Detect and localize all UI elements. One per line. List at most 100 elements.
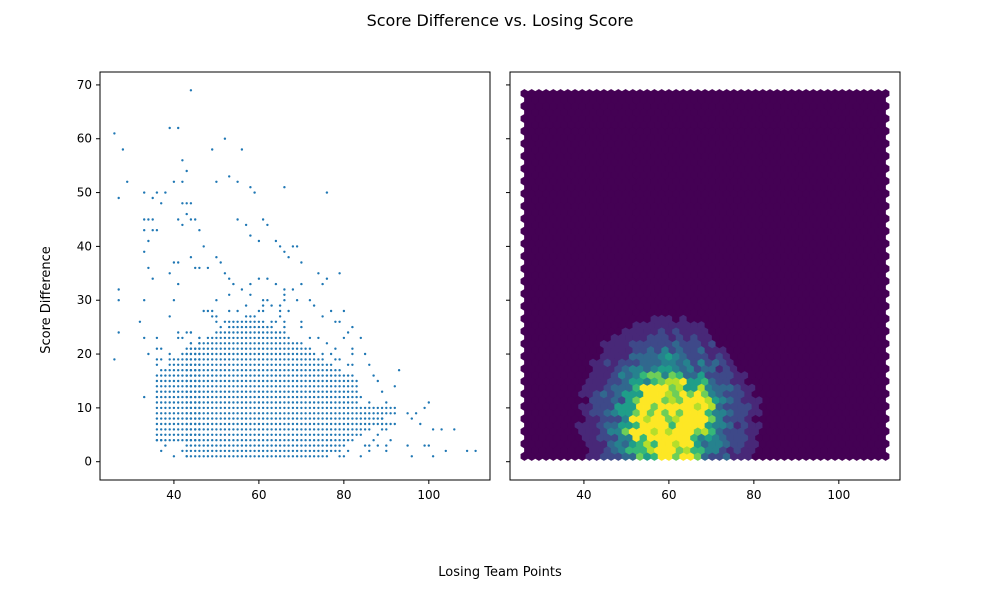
scatter-point bbox=[198, 364, 200, 366]
scatter-point bbox=[236, 428, 238, 430]
scatter-point bbox=[275, 423, 277, 425]
scatter-point bbox=[394, 412, 396, 414]
scatter-point bbox=[236, 321, 238, 323]
scatter-point bbox=[215, 401, 217, 403]
scatter-point bbox=[164, 444, 166, 446]
scatter-point bbox=[203, 444, 205, 446]
scatter-point bbox=[338, 417, 340, 419]
scatter-point bbox=[292, 444, 294, 446]
scatter-point bbox=[211, 439, 213, 441]
scatter-point bbox=[249, 434, 251, 436]
figure-title: Score Difference vs. Losing Score bbox=[367, 11, 634, 30]
scatter-point bbox=[160, 407, 162, 409]
scatter-point bbox=[292, 428, 294, 430]
scatter-point bbox=[224, 417, 226, 419]
scatter-point bbox=[351, 326, 353, 328]
scatter-point bbox=[228, 310, 230, 312]
scatter-point bbox=[241, 331, 243, 333]
scatter-point bbox=[215, 380, 217, 382]
scatter-point bbox=[368, 364, 370, 366]
scatter-point bbox=[313, 444, 315, 446]
scatter-point bbox=[228, 353, 230, 355]
scatter-point bbox=[228, 342, 230, 344]
scatter-point bbox=[321, 434, 323, 436]
scatter-point bbox=[283, 401, 285, 403]
scatter-point bbox=[215, 428, 217, 430]
scatter-point bbox=[296, 369, 298, 371]
scatter-point bbox=[190, 218, 192, 220]
scatter-point bbox=[211, 428, 213, 430]
scatter-point bbox=[160, 434, 162, 436]
scatter-point bbox=[275, 374, 277, 376]
scatter-point bbox=[262, 380, 264, 382]
scatter-point bbox=[228, 417, 230, 419]
scatter-point bbox=[207, 267, 209, 269]
scatter-point bbox=[266, 444, 268, 446]
scatter-point bbox=[215, 444, 217, 446]
scatter-point bbox=[160, 391, 162, 393]
scatter-point bbox=[262, 342, 264, 344]
scatter-point bbox=[215, 391, 217, 393]
scatter-y-tick-label: 60 bbox=[77, 132, 92, 146]
scatter-point bbox=[220, 348, 222, 350]
scatter-point bbox=[343, 380, 345, 382]
scatter-point bbox=[279, 423, 281, 425]
scatter-point bbox=[300, 283, 302, 285]
scatter-point bbox=[334, 439, 336, 441]
scatter-point bbox=[266, 423, 268, 425]
scatter-point bbox=[266, 364, 268, 366]
scatter-point bbox=[368, 428, 370, 430]
scatter-point bbox=[423, 407, 425, 409]
scatter-point bbox=[164, 417, 166, 419]
scatter-point bbox=[270, 434, 272, 436]
scatter-point bbox=[181, 364, 183, 366]
scatter-point bbox=[203, 396, 205, 398]
scatter-point bbox=[232, 326, 234, 328]
scatter-point bbox=[194, 358, 196, 360]
scatter-point bbox=[232, 391, 234, 393]
scatter-point bbox=[275, 337, 277, 339]
scatter-point bbox=[368, 450, 370, 452]
scatter-point bbox=[147, 353, 149, 355]
scatter-point bbox=[228, 396, 230, 398]
scatter-y-tick-label: 50 bbox=[77, 186, 92, 200]
scatter-point bbox=[241, 321, 243, 323]
scatter-point bbox=[270, 417, 272, 419]
scatter-point bbox=[300, 423, 302, 425]
scatter-point bbox=[232, 321, 234, 323]
scatter-point bbox=[194, 380, 196, 382]
scatter-point bbox=[245, 439, 247, 441]
scatter-point bbox=[169, 272, 171, 274]
scatter-point bbox=[287, 310, 289, 312]
scatter-point bbox=[177, 369, 179, 371]
scatter-point bbox=[292, 407, 294, 409]
scatter-point bbox=[275, 240, 277, 242]
scatter-point bbox=[186, 364, 188, 366]
scatter-point bbox=[385, 401, 387, 403]
scatter-point bbox=[338, 401, 340, 403]
scatter-point bbox=[169, 127, 171, 129]
scatter-point bbox=[207, 380, 209, 382]
scatter-point bbox=[194, 267, 196, 269]
scatter-point bbox=[275, 342, 277, 344]
scatter-point bbox=[445, 450, 447, 452]
scatter-y-tick-label: 20 bbox=[77, 347, 92, 361]
scatter-point bbox=[258, 278, 260, 280]
scatter-point bbox=[292, 358, 294, 360]
scatter-point bbox=[258, 455, 260, 457]
scatter-y-tick-label: 10 bbox=[77, 401, 92, 415]
scatter-point bbox=[228, 374, 230, 376]
scatter-point bbox=[241, 396, 243, 398]
scatter-point bbox=[394, 407, 396, 409]
scatter-point bbox=[309, 428, 311, 430]
scatter-point bbox=[287, 450, 289, 452]
scatter-point bbox=[334, 417, 336, 419]
scatter-point bbox=[317, 434, 319, 436]
scatter-point bbox=[283, 391, 285, 393]
scatter-point bbox=[296, 434, 298, 436]
scatter-point bbox=[177, 428, 179, 430]
scatter-point bbox=[198, 358, 200, 360]
scatter-point bbox=[283, 385, 285, 387]
scatter-point bbox=[236, 326, 238, 328]
scatter-point bbox=[338, 272, 340, 274]
